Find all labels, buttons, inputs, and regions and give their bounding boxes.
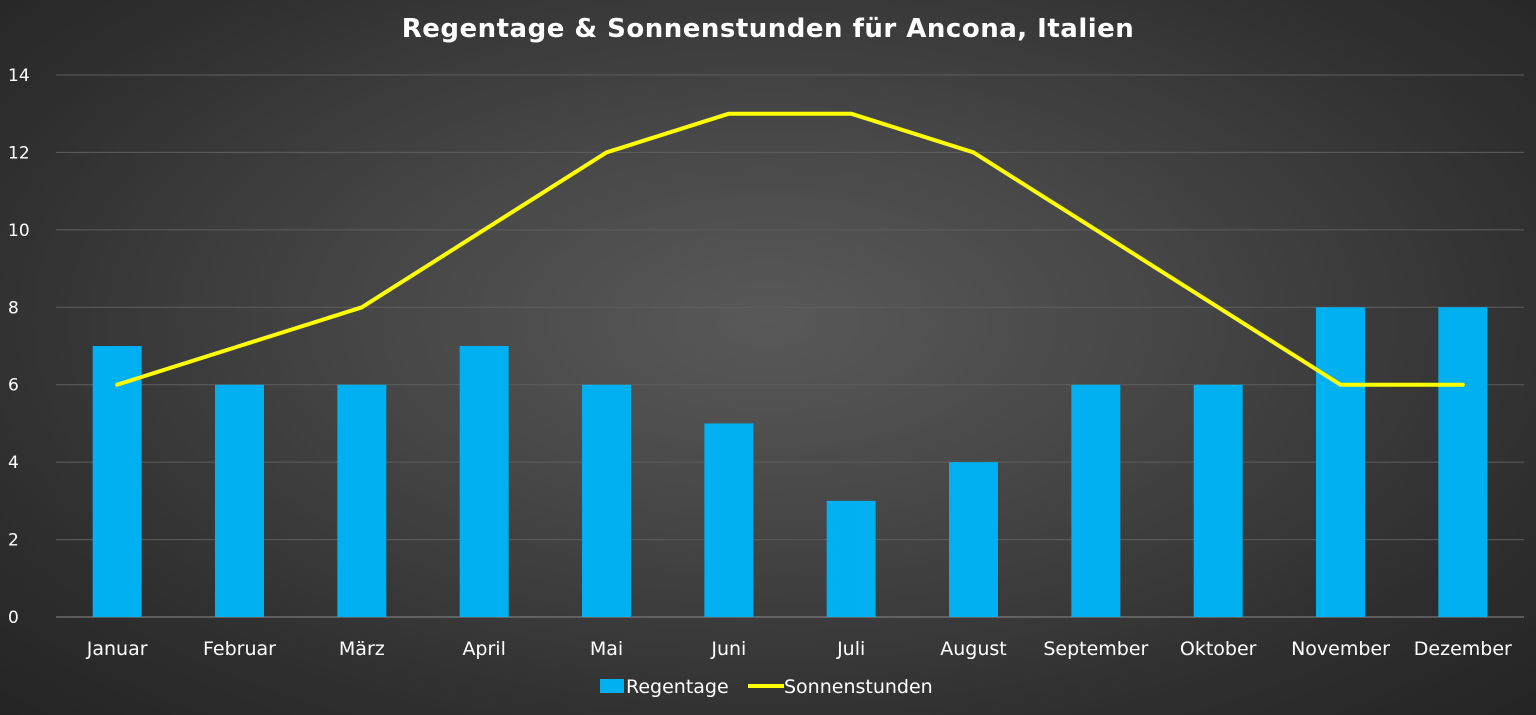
y-tick-label: 4 bbox=[8, 453, 19, 473]
bar-regentage bbox=[337, 384, 387, 617]
bar-regentage bbox=[1193, 384, 1243, 617]
legend-label-sonnenstunden: Sonnenstunden bbox=[784, 676, 933, 698]
legend-label-regentage: Regentage bbox=[626, 676, 729, 698]
y-tick-label: 6 bbox=[8, 376, 19, 396]
x-tick-label: Februar bbox=[203, 638, 276, 660]
line-sonnenstunden bbox=[115, 111, 1465, 387]
chart-title: Regentage & Sonnenstunden für Ancona, It… bbox=[401, 14, 1135, 44]
bar-regentage bbox=[1071, 384, 1121, 617]
x-tick-label: April bbox=[462, 638, 505, 660]
y-tick-label: 12 bbox=[8, 143, 30, 163]
x-tick-label: Dezember bbox=[1414, 638, 1512, 660]
bar-regentage bbox=[826, 500, 876, 617]
bar-regentage bbox=[92, 346, 142, 617]
bar-regentage bbox=[459, 346, 509, 617]
legend-swatch-regentage bbox=[600, 679, 624, 693]
x-tick-label: Juli bbox=[836, 638, 865, 660]
bar-regentage bbox=[1438, 307, 1488, 617]
x-tick-label: Oktober bbox=[1180, 638, 1257, 660]
y-tick-label: 2 bbox=[8, 531, 19, 551]
x-tick-label: September bbox=[1043, 638, 1148, 660]
x-tick-label: August bbox=[940, 638, 1007, 660]
y-tick-label: 8 bbox=[8, 298, 19, 318]
x-tick-label: Juni bbox=[710, 638, 746, 660]
bar-regentage bbox=[704, 423, 754, 617]
y-tick-label: 14 bbox=[8, 66, 30, 86]
bar-regentage bbox=[1316, 307, 1365, 617]
x-tick-label: November bbox=[1291, 638, 1390, 660]
y-tick-label: 0 bbox=[8, 608, 19, 628]
bar-regentage bbox=[949, 462, 998, 617]
bar-regentage bbox=[215, 384, 264, 617]
x-tick-label: März bbox=[339, 638, 385, 660]
x-tick-label: Mai bbox=[590, 638, 623, 660]
x-tick-label: Januar bbox=[86, 638, 148, 660]
y-tick-label: 10 bbox=[8, 221, 30, 241]
bar-regentage bbox=[582, 384, 631, 617]
